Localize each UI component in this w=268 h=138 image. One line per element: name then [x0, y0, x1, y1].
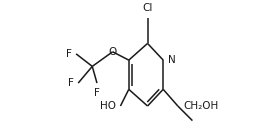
Text: F: F	[94, 88, 100, 98]
Text: HO: HO	[100, 101, 116, 111]
Text: F: F	[66, 49, 72, 59]
Text: Cl: Cl	[142, 3, 153, 13]
Text: CH₂OH: CH₂OH	[183, 101, 218, 111]
Text: N: N	[168, 55, 176, 65]
Text: F: F	[68, 78, 74, 88]
Text: O: O	[108, 47, 116, 57]
